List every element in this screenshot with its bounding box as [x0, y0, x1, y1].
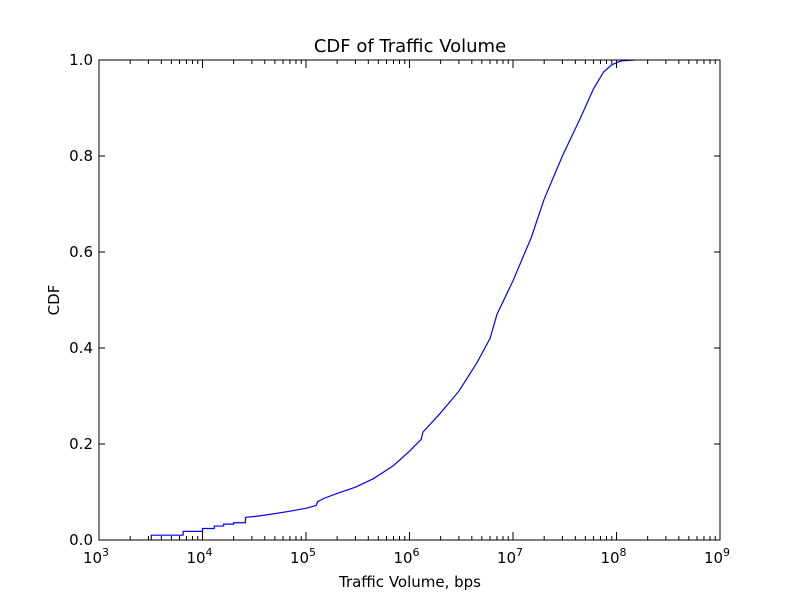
x-tick-label: 107: [497, 546, 523, 567]
x-axis-label: Traffic Volume, bps: [338, 573, 481, 591]
cdf-line-0: [150, 59, 635, 540]
x-tick-label: 104: [186, 546, 212, 567]
x-tick-label: 108: [600, 546, 626, 567]
chart-title: CDF of Traffic Volume: [314, 36, 506, 57]
y-axis-label: CDF: [45, 285, 63, 316]
x-tick-label: 103: [83, 546, 109, 567]
series-layer: [150, 59, 635, 540]
y-tick-label: 0.2: [69, 435, 93, 453]
x-tick-label: 109: [704, 546, 730, 567]
tick-layer: 0.0 0.2 0.4 0.6 0.8 1.0 103 104 105 106 107 108 109: [69, 51, 730, 567]
y-tick-label: 0.4: [69, 339, 93, 357]
y-tick-label: 0.0: [69, 531, 93, 549]
y-tick-label: 1.0: [69, 51, 93, 69]
y-tick-label: 0.6: [69, 243, 93, 261]
y-tick-label: 0.8: [69, 147, 93, 165]
x-tick-label: 106: [393, 546, 419, 567]
x-tick-label: 105: [290, 546, 316, 567]
plot-frame: [98, 59, 721, 541]
